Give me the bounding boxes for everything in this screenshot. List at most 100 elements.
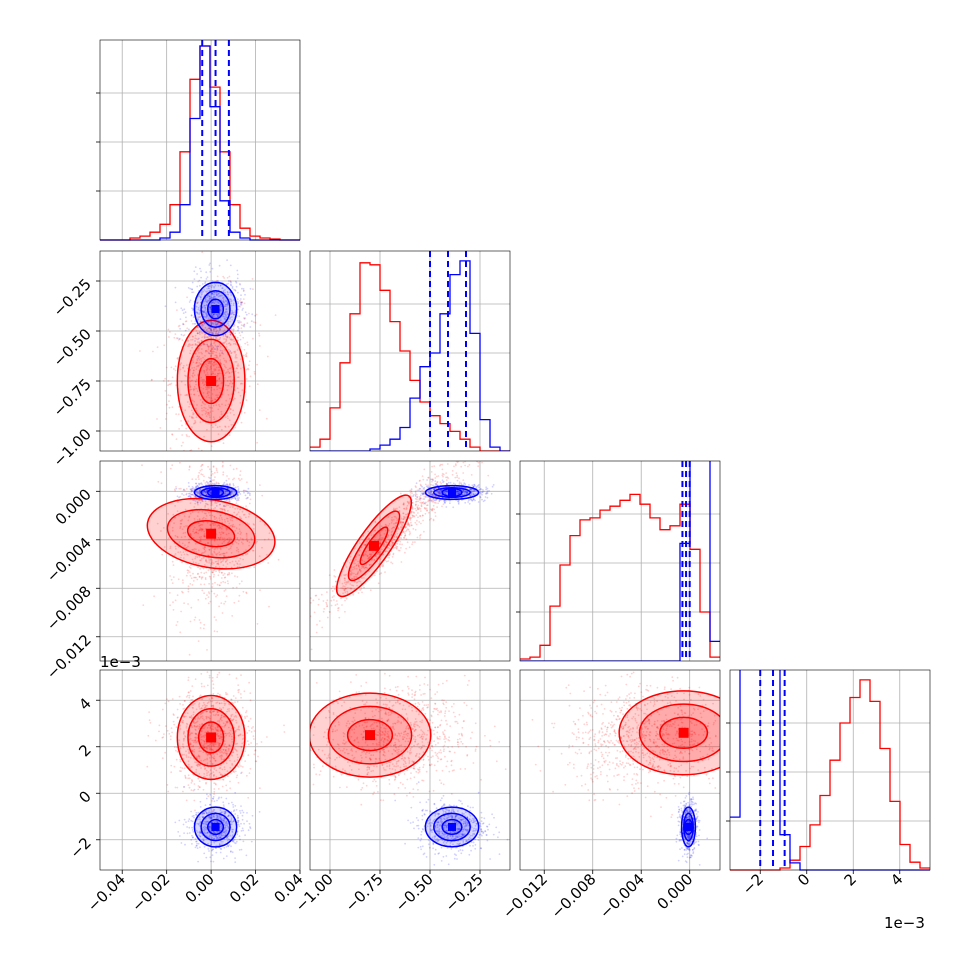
blue-sample-point [194,500,197,502]
blue-sample-point [217,301,220,304]
red-sample-point [191,379,193,382]
blue-sample-point [242,290,245,292]
blue-sample-point [207,482,210,484]
blue-sample-point [491,485,494,488]
red-sample-point [229,367,232,370]
red-sample-point [230,424,233,426]
red-sample-point [218,742,221,745]
red-sample-point [212,743,215,745]
blue-sample-point [212,314,215,316]
red-sample-point [459,459,461,461]
blue-sample-point [457,491,460,494]
red-sample-point [226,415,229,417]
red-sample-point [208,405,210,407]
red-sample-point [415,523,418,526]
red-sample-point [159,427,162,429]
red-sample-point [234,697,237,699]
red-sample-point [415,486,417,489]
red-sample-point [180,420,183,422]
blue-sample-point [414,492,417,494]
red-sample-point [201,336,204,339]
blue-sample-point [444,492,446,494]
blue-sample-point [210,322,213,325]
red-sample-point [392,541,394,544]
blue-sample-point [228,318,231,320]
red-sample-point [203,343,206,346]
red-sample-point [192,454,194,456]
blue-sample-point [191,309,194,311]
red-sample-point [200,360,203,362]
red-sample-point [429,497,431,500]
blue-sample-point [213,312,216,315]
red-sample-point [403,515,405,518]
red-sample-point [234,370,237,373]
red-sample-point [237,371,240,374]
blue-sample-point [226,336,229,339]
red-sample-point [199,527,202,529]
red-sample-point [211,559,214,561]
blue-sample-point [249,492,251,495]
red-sample-point [424,508,427,510]
red-sample-point [211,315,214,317]
red-sample-point [283,724,285,727]
red-sample-point [419,483,422,486]
red-sample-point [224,581,227,584]
red-sample-point [385,524,387,527]
blue-sample-point [225,305,228,307]
red-sample-point [403,516,406,519]
red-sample-point [209,600,212,603]
blue-sample-point [423,487,426,489]
red-sample-point [205,781,208,784]
red-sample-point [192,388,195,391]
blue-sample-point [209,492,212,494]
blue-sample-point [469,494,472,497]
hist-red-2 [520,493,720,660]
red-sample-point [194,732,197,735]
red-sample-point [412,511,415,514]
blue-sample-point [196,273,199,275]
red-sample-point [216,356,219,359]
red-sample-point [198,717,201,720]
red-sample-point [205,368,208,371]
red-sample-point [367,530,369,533]
blue-sample-point [439,493,442,495]
red-sample-point [235,467,238,470]
blue-sample-point [207,317,210,319]
red-sample-point [156,418,158,420]
red-sample-point [211,756,213,759]
red-sample-point [218,569,220,572]
blue-sample-point [224,289,226,291]
red-sample-point [197,763,200,766]
red-sample-point [198,755,200,758]
red-sample-point [188,538,190,541]
blue-sample-point [204,491,206,494]
blue-sample-point [225,492,228,494]
red-sample-point [427,476,430,479]
red-sample-point [169,447,172,450]
red-sample-point [201,715,204,717]
red-sample-point [240,301,242,304]
red-sample-point [224,425,227,428]
blue-sample-point [207,285,210,287]
red-sample-point [179,758,182,761]
red-sample-point [225,691,227,694]
red-sample-point [422,492,424,495]
blue-sample-point [480,492,482,495]
blue-sample-point [221,294,223,297]
red-sample-point [258,332,260,335]
blue-sample-point [465,491,468,494]
blue-sample-point [485,488,487,491]
red-sample-point [233,760,236,763]
red-sample-point [206,366,209,369]
red-sample-point [201,463,204,466]
red-sample-point [220,581,223,584]
red-sample-point [268,605,270,608]
red-sample-point [344,579,346,582]
blue-sample-point [457,490,460,492]
red-sample-point [436,481,439,483]
blue-sample-point [247,496,249,499]
red-sample-point [207,362,210,364]
red-sample-point [213,302,216,305]
red-sample-point [458,445,460,447]
red-sample-point [455,464,457,467]
